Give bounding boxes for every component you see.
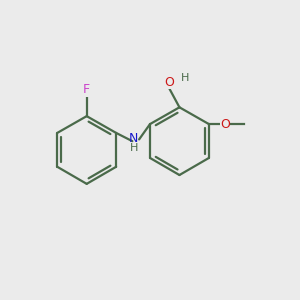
- Text: N: N: [129, 132, 139, 145]
- Text: H: H: [130, 143, 138, 153]
- Text: O: O: [164, 76, 174, 89]
- Text: H: H: [181, 73, 190, 83]
- Text: O: O: [220, 118, 230, 130]
- Text: F: F: [83, 83, 90, 96]
